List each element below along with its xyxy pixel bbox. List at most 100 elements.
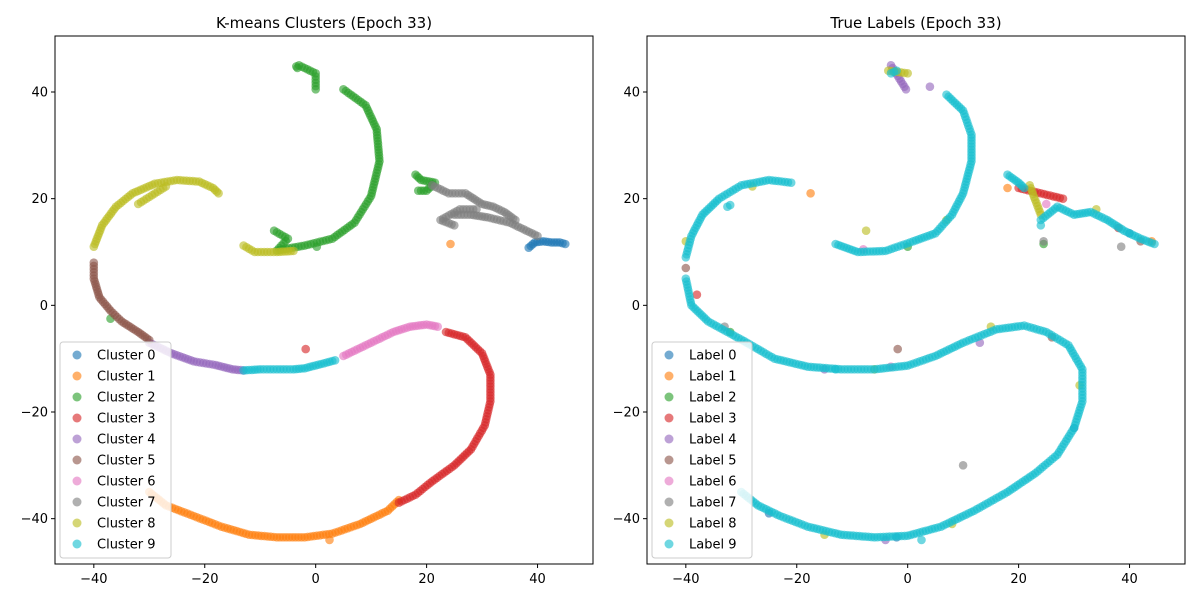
legend-box — [651, 341, 753, 559]
x-tick-label: 20 — [418, 572, 435, 587]
legend-label: Label 9 — [689, 538, 736, 553]
legend-label: Cluster 5 — [97, 454, 156, 469]
data-point — [328, 356, 337, 366]
data-point — [925, 82, 935, 91]
data-point — [917, 535, 926, 545]
y-tick-label: 0 — [632, 299, 640, 314]
legend-label: Cluster 7 — [97, 496, 156, 511]
legend-item: Label 5 — [664, 454, 736, 469]
data-point — [900, 68, 909, 78]
legend-marker — [72, 518, 82, 528]
data-point — [325, 535, 334, 545]
x-tick-label: 40 — [1121, 572, 1138, 587]
legend-item: Cluster 0 — [72, 349, 156, 364]
legend-item: Label 7 — [664, 496, 736, 511]
x-tick-label: 0 — [312, 572, 320, 587]
series-cluster-8 — [89, 175, 298, 257]
data-point — [1026, 184, 1036, 193]
legend-marker — [664, 350, 674, 360]
legend-label: Label 7 — [689, 496, 736, 511]
plot-frame — [646, 35, 1186, 565]
legend-label: Cluster 6 — [97, 475, 156, 490]
data-point — [212, 187, 222, 196]
kmeans-clusters-panel: K-means Clusters (Epoch 33) −40 −20 0 20 40−… — [21, 14, 594, 587]
data-point — [866, 365, 876, 374]
legend: Cluster 0 Cluster 1 Cluster 2 Cluster 3 Clus… — [59, 341, 172, 559]
data-point — [1016, 321, 1026, 331]
legend-marker — [72, 497, 82, 507]
data-point — [681, 263, 691, 273]
legend-item: Label 6 — [664, 475, 736, 490]
legend-marker — [72, 476, 82, 486]
panel-title: True Labels (Epoch 33) — [829, 14, 1001, 32]
legend-item: Cluster 9 — [72, 538, 156, 553]
legend-label: Cluster 4 — [97, 433, 156, 448]
data-point — [269, 365, 278, 374]
series-cluster-0 — [524, 237, 570, 252]
series-label-7 — [720, 237, 1126, 470]
series-label-4 — [820, 61, 985, 545]
legend: Label 0 Label 1 Label 2 Label 3 Label 4 Label… — [651, 341, 753, 559]
y-tick-label: −20 — [613, 406, 640, 421]
legend-marker — [72, 539, 82, 549]
legend-item: Cluster 6 — [72, 475, 156, 490]
panel-title: K-means Clusters (Epoch 33) — [216, 14, 432, 32]
data-point — [831, 365, 840, 374]
data-point — [861, 226, 871, 235]
series-label-9 — [681, 66, 1159, 545]
data-point — [1039, 237, 1048, 246]
data-point — [530, 230, 540, 239]
data-point — [286, 246, 296, 256]
y-tick-label: −40 — [613, 512, 640, 527]
points-layer — [89, 61, 570, 545]
legend-marker — [664, 434, 674, 444]
data-point — [944, 92, 953, 101]
points-layer — [681, 61, 1159, 545]
data-point — [285, 365, 295, 374]
true-labels-panel: True Labels (Epoch 33) −40 −20 0 20 40 −40 −20… — [613, 14, 1186, 587]
legend-label: Label 2 — [689, 391, 736, 406]
legend-label: Label 6 — [689, 475, 736, 490]
series-cluster-6 — [339, 320, 443, 361]
data-point — [692, 290, 702, 300]
series-cluster-7 — [427, 181, 542, 241]
x-tick-label: −20 — [191, 572, 218, 587]
legend-label: Label 8 — [689, 517, 736, 532]
data-point — [783, 178, 793, 187]
data-point — [889, 67, 899, 77]
data-point — [1116, 242, 1126, 251]
legend-item: Label 2 — [664, 391, 736, 406]
y-tick-label: 20 — [31, 192, 48, 207]
data-point — [1018, 181, 1027, 191]
legend-label: Cluster 2 — [97, 391, 156, 406]
legend-box — [59, 341, 172, 559]
legend-marker — [664, 455, 674, 465]
legend-label: Cluster 8 — [97, 517, 156, 532]
legend-item: Cluster 1 — [72, 370, 156, 385]
data-point — [169, 176, 179, 185]
series-cluster-5 — [89, 258, 154, 345]
data-point — [253, 365, 262, 374]
data-point — [958, 461, 968, 470]
data-point — [311, 81, 321, 91]
legend-item: Cluster 5 — [72, 454, 156, 469]
data-point — [1147, 238, 1156, 248]
series-label-5 — [681, 237, 1145, 354]
data-point — [873, 532, 882, 542]
legend-item: Cluster 2 — [72, 391, 156, 406]
legend-marker — [664, 413, 674, 423]
data-point — [1003, 183, 1012, 193]
legend-item: Cluster 3 — [72, 412, 156, 427]
legend-item: Cluster 8 — [72, 517, 156, 532]
legend-item: Label 8 — [664, 517, 736, 532]
data-point — [1042, 199, 1051, 209]
legend-label: Label 4 — [689, 433, 736, 448]
legend-item: Label 1 — [664, 370, 736, 385]
data-point — [468, 205, 478, 214]
legend-label: Label 1 — [689, 370, 736, 385]
legend-label: Cluster 3 — [97, 412, 156, 427]
legend-marker — [72, 350, 82, 360]
legend-marker — [664, 476, 674, 486]
data-point — [430, 321, 440, 331]
